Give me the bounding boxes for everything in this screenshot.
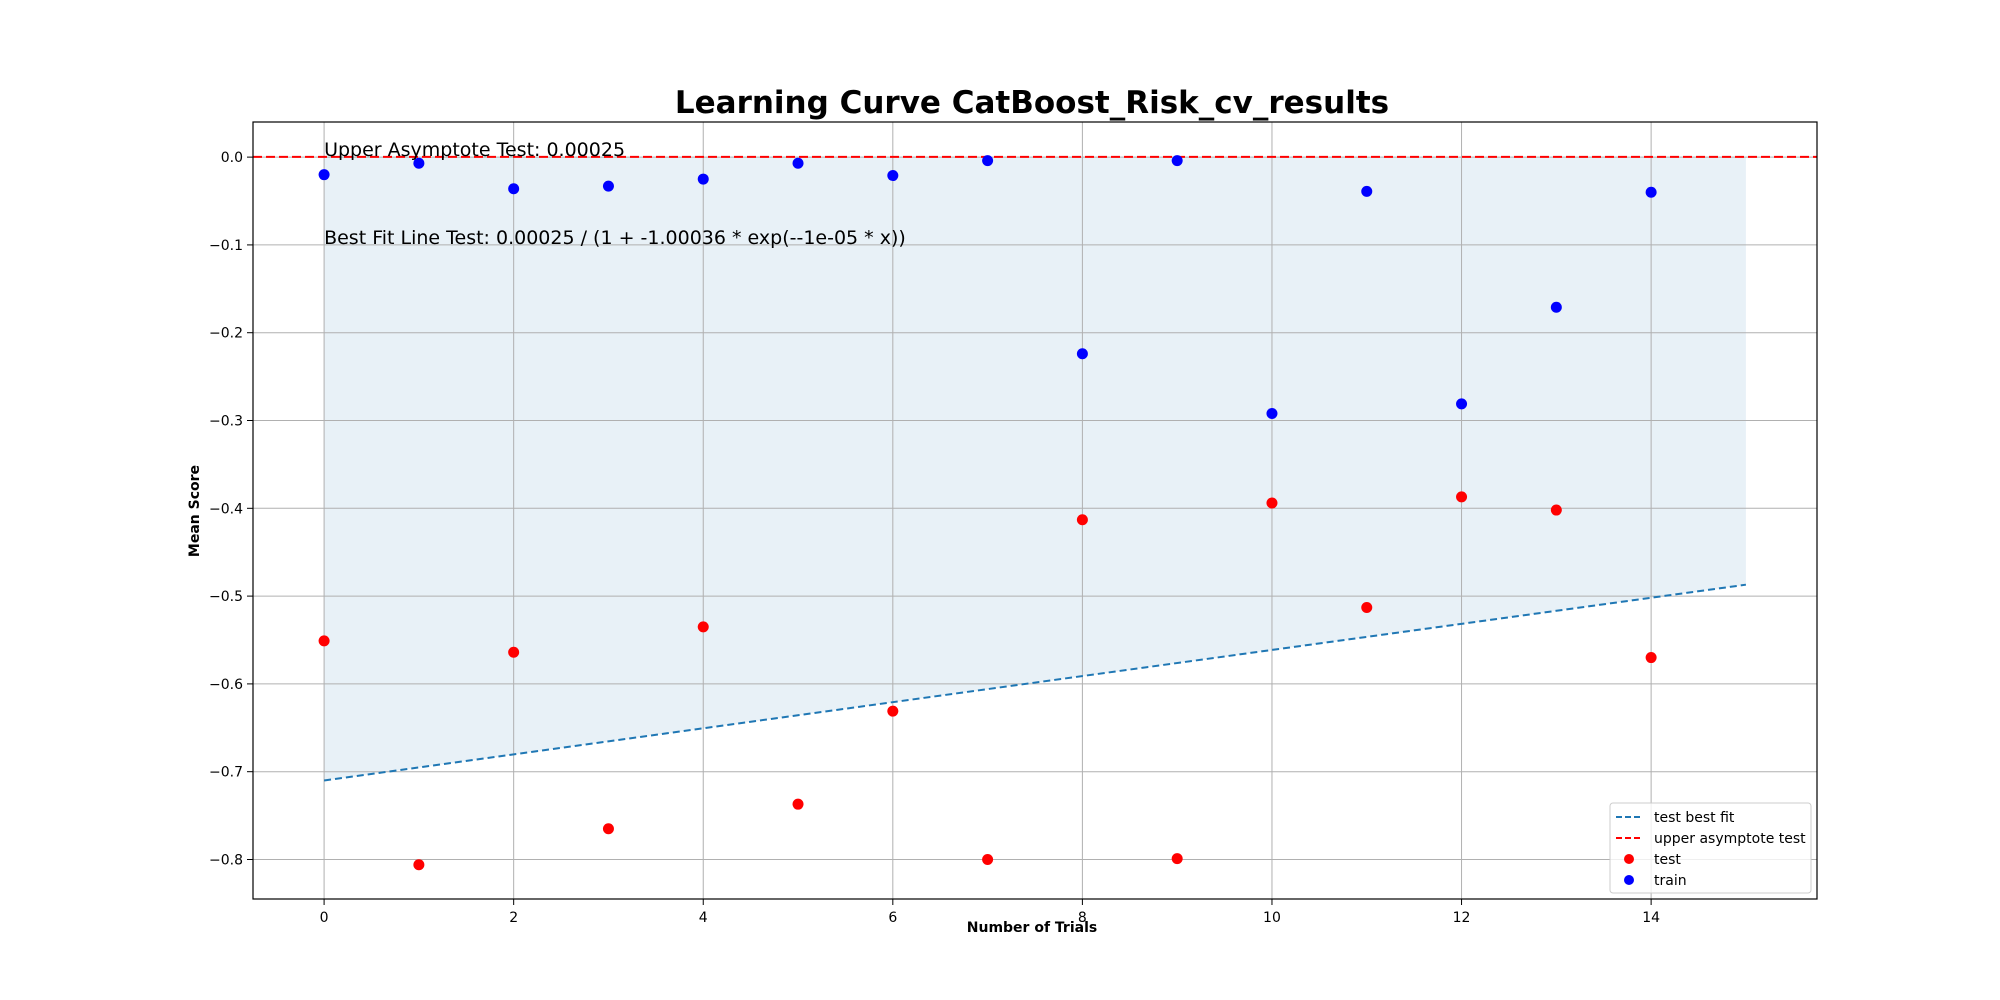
legend-label: test best fit [1654, 810, 1735, 826]
legend-swatch-test [1624, 854, 1634, 864]
train-point [1266, 407, 1278, 419]
shaded-band [324, 156, 1746, 781]
x-tick-label: 0 [320, 910, 329, 926]
test-point [982, 853, 994, 865]
plot-frame [252, 121, 1818, 900]
data-points-layer [318, 155, 1657, 871]
test-point [697, 621, 709, 633]
legend-label: train [1654, 873, 1687, 889]
train-point [1550, 301, 1562, 313]
x-tick-label: 4 [699, 910, 708, 926]
legend-swatch-train [1624, 875, 1634, 885]
y-tick-label: −0.4 [209, 501, 243, 517]
y-tick-label: 0.0 [221, 150, 243, 166]
test-point [1645, 652, 1657, 664]
x-axis-title: Number of Trials [967, 920, 1097, 936]
train-point [1645, 186, 1657, 198]
test-point [792, 798, 804, 810]
test-point [1361, 602, 1373, 614]
test-point [413, 859, 425, 871]
legend: test best fit upper asymptote test test tra… [1609, 802, 1812, 894]
legend-label: test [1654, 852, 1681, 868]
train-point [1076, 348, 1088, 360]
best-fit-line [323, 583, 1747, 782]
test-point [602, 823, 614, 835]
test-point [887, 705, 899, 717]
y-tick-label: −0.3 [209, 414, 243, 430]
chart-title: Learning Curve CatBoost_Risk_cv_results [675, 85, 1389, 121]
train-point [887, 170, 899, 182]
y-tick-label: −0.8 [209, 852, 243, 868]
x-axis: 0 2 4 6 8 10 12 14 [320, 899, 1660, 926]
best-fit-annotation: Best Fit Line Test: 0.00025 / (1 + -1.00… [324, 227, 906, 249]
test-point [1550, 504, 1562, 516]
x-tick-label: 10 [1263, 910, 1281, 926]
test-point [508, 646, 520, 658]
train-point [982, 155, 994, 167]
train-point [413, 157, 425, 169]
plot-area: Upper Asymptote Test: 0.00025 Best Fit L… [252, 121, 1818, 900]
y-tick-label: −0.1 [209, 238, 243, 254]
train-point [508, 183, 520, 195]
test-point [1076, 514, 1088, 526]
train-point [1456, 398, 1468, 410]
train-point [1171, 155, 1183, 167]
annotations-layer: Upper Asymptote Test: 0.00025 Best Fit L… [324, 139, 906, 249]
y-tick-label: −0.6 [209, 677, 243, 693]
upper-asymptote-annotation: Upper Asymptote Test: 0.00025 [324, 139, 625, 161]
y-axis-title: Mean Score [187, 465, 203, 557]
y-axis: 0.0 −0.1 −0.2 −0.3 −0.4 −0.5 −0.6 −0.7 −0.8 [209, 150, 253, 868]
x-tick-label: 6 [888, 910, 897, 926]
fit-lines-layer [253, 155, 1817, 782]
x-tick-label: 14 [1642, 910, 1660, 926]
x-tick-label: 12 [1453, 910, 1471, 926]
test-point [318, 635, 330, 647]
train-point [697, 173, 709, 185]
train-point [318, 169, 330, 181]
legend-box [1609, 802, 1812, 894]
y-tick-label: −0.7 [209, 765, 243, 781]
test-point [1456, 491, 1468, 503]
y-tick-label: −0.2 [209, 326, 243, 342]
x-tick-label: 2 [509, 910, 518, 926]
test-point [1171, 853, 1183, 865]
legend-label: upper asymptote test [1654, 831, 1806, 847]
train-point [792, 157, 804, 169]
train-point [1361, 185, 1373, 197]
x-tick-label: 8 [1078, 910, 1087, 926]
train-point [602, 180, 614, 192]
test-point [1266, 497, 1278, 509]
shaded-band-layer [324, 156, 1746, 781]
y-tick-label: −0.5 [209, 589, 243, 605]
